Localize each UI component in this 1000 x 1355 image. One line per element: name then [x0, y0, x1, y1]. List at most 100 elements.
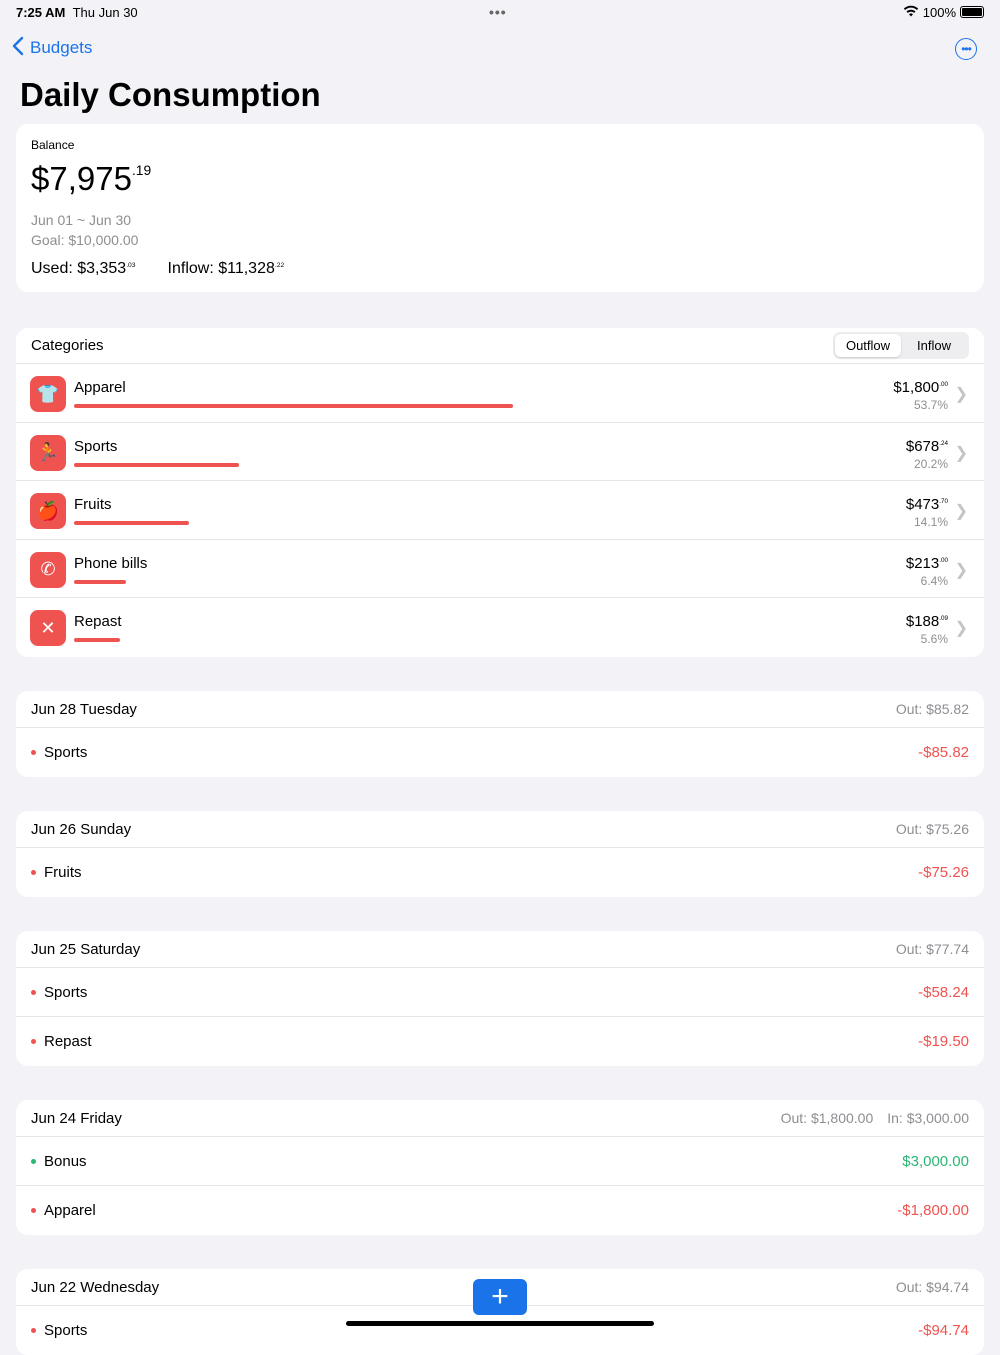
category-amount: $678.24	[906, 438, 948, 455]
transaction-category: Sports	[44, 983, 88, 1001]
transaction-row[interactable]: Fruits -$75.26	[16, 848, 984, 897]
categories-title: Categories	[31, 337, 104, 354]
transaction-amount: $3,000.00	[902, 1152, 969, 1170]
dot-icon	[31, 1039, 36, 1044]
day-date: Jun 26 Sunday	[31, 820, 132, 838]
chevron-right-icon: ❯	[954, 561, 968, 579]
transaction-amount: -$75.26	[918, 864, 969, 881]
category-name: Fruits	[74, 496, 112, 513]
transaction-category: Repast	[44, 1033, 92, 1050]
battery-percent: 100%	[922, 4, 956, 20]
transaction-category: Bonus	[44, 1152, 87, 1170]
shirt-icon: 👕	[30, 376, 66, 412]
day-in-total: In: $3,000.00	[887, 1110, 969, 1126]
balance-cents: .19	[131, 162, 152, 178]
category-dollars: $213	[905, 554, 940, 572]
day-group-card: Jun 24 Friday Out: $1,800.00 In: $3,000.0…	[16, 1100, 984, 1235]
balance-label: Balance	[31, 138, 75, 152]
transaction-row[interactable]: Sports -$85.82	[16, 728, 984, 777]
used-amount: Used: $3,353	[31, 260, 127, 277]
chevron-right-icon: ❯	[954, 620, 968, 637]
category-dollars: $678	[905, 437, 940, 455]
category-dollars: $188	[905, 613, 940, 630]
category-row-repast[interactable]: ✕ Repast $188.09 5.6% ❯	[16, 598, 984, 657]
phone-icon: ✆	[30, 551, 66, 588]
day-out-total: Out: $75.26	[895, 821, 969, 837]
category-cents: .00	[939, 381, 948, 388]
back-label: Budgets	[30, 38, 93, 57]
transaction-row[interactable]: Bonus $3,000.00	[16, 1137, 984, 1186]
category-share-bar	[74, 462, 240, 467]
day-out-total: Out: $85.82	[895, 701, 969, 717]
back-button[interactable]: Budgets	[12, 36, 92, 61]
category-percent: 6.4%	[920, 573, 948, 588]
status-time: 7:25 AM	[16, 4, 66, 20]
budget-period: Jun 01 ~ Jun 30	[31, 212, 132, 228]
tab-inflow[interactable]: Inflow	[917, 338, 951, 353]
category-amount: $213.00	[906, 555, 948, 572]
category-cents: .00	[939, 556, 948, 564]
category-share-bar	[74, 404, 513, 408]
transaction-amount: -$19.50	[918, 1033, 969, 1050]
transaction-amount: -$94.74	[918, 1322, 969, 1339]
category-row-phone-bills[interactable]: ✆ Phone bills $213.00 6.4% ❯	[16, 540, 984, 598]
transaction-category: Fruits	[44, 864, 82, 881]
category-share-bar	[74, 579, 127, 584]
category-amount: $1,800.00	[893, 379, 948, 396]
category-name: Phone bills	[74, 554, 148, 572]
category-name: Repast	[74, 613, 122, 630]
transaction-category: Sports	[44, 1322, 88, 1339]
category-row-apparel[interactable]: 👕 Apparel $1,800.00 53.7% ❯	[16, 364, 984, 423]
category-share-bar	[74, 521, 190, 525]
dot-icon	[31, 1208, 36, 1213]
chevron-right-icon: ❯	[954, 444, 968, 462]
transaction-row[interactable]: Repast -$19.50	[16, 1017, 984, 1066]
tab-outflow[interactable]: Outflow	[835, 334, 901, 357]
category-cents: .24	[939, 439, 948, 447]
transaction-amount: -$1,800.00	[897, 1202, 969, 1219]
fork-knife-icon: ✕	[30, 610, 66, 646]
transaction-row[interactable]: Sports -$58.24	[16, 968, 984, 1017]
category-amount: $188.09	[906, 613, 948, 630]
running-icon: 🏃	[30, 434, 66, 471]
transaction-row[interactable]: Apparel -$1,800.00	[16, 1186, 984, 1235]
home-indicator	[346, 1321, 654, 1326]
category-share-bar	[74, 638, 120, 642]
category-name: Apparel	[74, 379, 126, 396]
fruit-icon: 🍎	[30, 493, 66, 529]
day-out-total: Out: $94.74	[895, 1279, 969, 1295]
day-out-total: Out: $1,800.00	[780, 1110, 874, 1126]
wifi-icon	[903, 5, 919, 20]
category-row-sports[interactable]: 🏃 Sports $678.24 20.2% ❯	[16, 423, 984, 481]
flow-segmented-control[interactable]: Outflow Inflow	[833, 332, 969, 359]
balance-amount: $7,975.19	[31, 160, 969, 198]
dot-icon	[31, 1328, 36, 1333]
balance-dollars: $7,975	[31, 160, 132, 197]
day-date: Jun 28 Tuesday	[31, 700, 137, 718]
inflow-cents: .22	[274, 262, 285, 269]
transaction-category: Apparel	[44, 1202, 96, 1219]
category-dollars: $473	[905, 496, 940, 513]
dot-icon	[31, 750, 36, 755]
category-percent: 53.7%	[913, 398, 948, 412]
transaction-amount: -$85.82	[918, 744, 969, 761]
balance-card: Balance $7,975.19 Jun 01 ~ Jun 30 Goal: …	[16, 124, 984, 292]
day-group-card: Jun 26 Sunday Out: $75.26 Fruits -$75.26	[16, 811, 984, 897]
multitasking-dots-icon[interactable]: •••	[489, 4, 507, 20]
add-transaction-button[interactable]: +	[473, 1279, 527, 1315]
dot-icon	[31, 870, 36, 875]
category-percent: 14.1%	[913, 515, 948, 529]
chevron-left-icon	[12, 36, 24, 61]
used-cents: .03	[126, 262, 136, 269]
inflow-amount: Inflow: $11,328	[167, 260, 275, 277]
category-cents: .09	[939, 615, 948, 622]
more-options-icon[interactable]: •••	[955, 38, 977, 60]
battery-icon	[960, 6, 984, 18]
category-row-fruits[interactable]: 🍎 Fruits $473.70 14.1% ❯	[16, 481, 984, 540]
chevron-right-icon: ❯	[954, 386, 968, 403]
chevron-right-icon: ❯	[954, 503, 968, 520]
day-group-card: Jun 28 Tuesday Out: $85.82 Sports -$85.8…	[16, 691, 984, 777]
category-percent: 5.6%	[920, 632, 948, 646]
inflow-total: Inflow: $11,328.22	[168, 260, 285, 278]
category-name: Sports	[74, 437, 118, 455]
